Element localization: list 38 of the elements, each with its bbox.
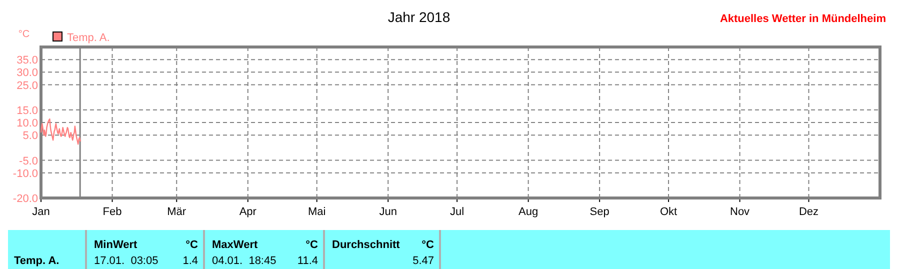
- x-tick-label: Apr: [239, 206, 257, 218]
- x-tick-label: Sep: [590, 206, 610, 218]
- text: °C: [422, 239, 434, 251]
- text: Durchschnitt: [332, 239, 400, 251]
- text: 1.4: [182, 255, 198, 267]
- text: 17.01. 03:05: [94, 255, 158, 267]
- y-tick-label: 5.0: [22, 130, 38, 142]
- y-tick-label: 25.0: [16, 80, 38, 92]
- y-tick-label: -20.0: [12, 193, 38, 205]
- y-tick-label: 30.0: [16, 67, 38, 80]
- text: 11.4: [297, 255, 318, 267]
- y-tick-label: 10.0: [16, 118, 38, 130]
- x-tick-label: Aug: [518, 206, 538, 218]
- text: Temp. A.: [14, 255, 60, 267]
- x-tick-label: Okt: [660, 206, 678, 218]
- text: °C: [306, 239, 318, 251]
- x-tick-label: Mär: [167, 206, 186, 218]
- legend-label: Temp. A.: [67, 32, 110, 44]
- x-tick-label: Jan: [32, 206, 50, 218]
- chart-subtitle: Aktuelles Wetter in Mündelheim: [720, 13, 886, 25]
- y-tick-label: 35.0: [16, 54, 38, 67]
- x-tick-label: Jul: [450, 206, 464, 218]
- text: °C: [186, 239, 198, 251]
- x-tick-label: Nov: [730, 206, 750, 218]
- chart-title: Jahr 2018: [388, 9, 450, 25]
- y-tick-label: -5.0: [19, 155, 38, 168]
- text: 5.47: [412, 255, 434, 267]
- y-tick-label: -10.0: [12, 168, 38, 180]
- line-series: [40, 118, 82, 145]
- x-tick-label: Mai: [308, 206, 326, 218]
- text: MinWert: [94, 239, 138, 251]
- text: MaxWert: [212, 239, 258, 251]
- x-tick-label: Jun: [379, 206, 397, 218]
- y-axis-title: °C: [18, 29, 30, 40]
- x-tick-label: Dez: [798, 206, 819, 218]
- text: 04.01. 18:45: [212, 255, 276, 267]
- x-tick-label: Feb: [102, 206, 122, 218]
- y-tick-label: 15.0: [16, 104, 38, 117]
